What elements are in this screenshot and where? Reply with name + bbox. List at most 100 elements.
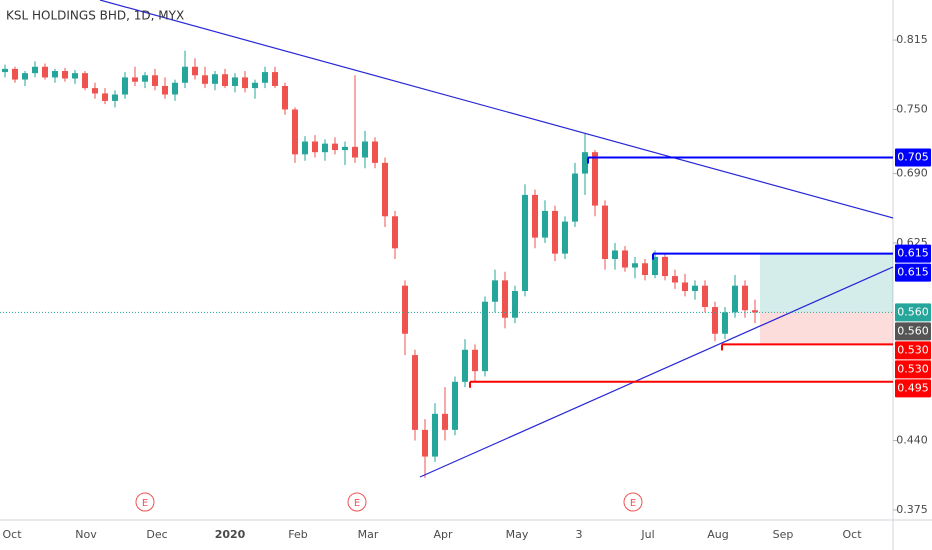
candle-body — [252, 82, 258, 89]
trendline-down — [99, 0, 894, 219]
event-label: E — [142, 498, 148, 509]
candle-body — [472, 349, 478, 372]
candle-body — [272, 72, 278, 86]
candle-body — [32, 66, 38, 74]
candle-body — [532, 194, 538, 238]
price-badge — [895, 379, 931, 398]
x-tick-label: Mar — [358, 528, 379, 541]
price-badge — [895, 303, 931, 322]
y-tick-label: 0.375 — [896, 503, 928, 516]
candle-body — [302, 141, 308, 155]
y-tick-label: 0.440 — [896, 434, 928, 447]
candle-body — [442, 413, 448, 430]
candle-body — [262, 72, 268, 83]
candle-body — [692, 285, 698, 292]
candle-body — [512, 291, 518, 318]
price-badge-label: 0.530 — [897, 343, 929, 356]
trendline-up — [419, 266, 894, 478]
x-tick-label: Jul — [640, 528, 654, 541]
candle-body — [352, 146, 358, 158]
price-badge — [895, 322, 931, 341]
candle-body — [22, 73, 28, 80]
event-label: E — [354, 498, 360, 509]
candle-body — [752, 310, 758, 313]
candle-body — [712, 307, 718, 334]
candle-body — [642, 263, 648, 276]
candle-body — [612, 250, 618, 259]
candle-body — [102, 93, 108, 101]
candle-body — [162, 85, 168, 95]
candle-body — [192, 66, 198, 76]
candle-body — [412, 355, 418, 430]
candle-body — [142, 75, 148, 82]
price-badge — [895, 263, 931, 282]
candle-body — [382, 162, 388, 217]
candle-body — [492, 280, 498, 302]
price-badge-label: 0.495 — [897, 381, 929, 394]
candle-body — [422, 429, 428, 457]
event-marker — [135, 492, 155, 512]
candle-body — [402, 285, 408, 334]
time-axis: Oct Nov Dec 2020 Feb Mar Apr May 3 Jul Aug Sep Oct — [2, 528, 862, 541]
candle-body — [562, 221, 568, 254]
candle-body — [52, 71, 58, 78]
x-tick-label: Aug — [707, 528, 728, 541]
candle-body — [652, 256, 658, 276]
candle-body — [292, 109, 298, 155]
candle-body — [362, 141, 368, 158]
price-badge — [895, 360, 931, 379]
candle-body — [282, 85, 288, 110]
y-tick-label: 0.750 — [896, 102, 928, 115]
candle-body — [452, 381, 458, 430]
candle-body — [552, 210, 558, 254]
candle-body — [242, 77, 248, 89]
candle-body — [122, 77, 128, 95]
candle-body — [222, 74, 228, 86]
candle-body — [522, 194, 528, 292]
x-tick-label: 3 — [576, 528, 583, 541]
candle-body — [182, 66, 188, 83]
candle-body — [322, 143, 328, 153]
candle-body — [572, 173, 578, 222]
levels — [0, 156, 893, 388]
candle-body — [332, 143, 338, 151]
candle-body — [12, 68, 18, 80]
candle-body — [632, 263, 638, 268]
y-tick-label: 0.815 — [896, 33, 928, 46]
candle-body — [82, 73, 88, 89]
candle-body — [602, 205, 608, 259]
candle-body — [662, 256, 668, 277]
position-zones — [760, 253, 893, 345]
candle-body — [172, 82, 178, 95]
candle-body — [542, 210, 548, 238]
candle-body — [132, 77, 138, 82]
candle-body — [92, 88, 98, 94]
x-tick-label: Nov — [75, 528, 97, 541]
candle-body — [62, 71, 68, 79]
candle-body — [392, 216, 398, 249]
x-tick-label: Sep — [773, 528, 794, 541]
candle-body — [502, 280, 508, 318]
chart-title: KSL HOLDINGS BHD, 1D, MYX — [6, 9, 184, 23]
candle-body — [622, 250, 628, 268]
candle-body — [592, 152, 598, 206]
candle-body — [482, 301, 488, 372]
candle-body — [432, 413, 438, 457]
price-badges: 0.705 0.615 0.615 0.560 0.560 0.530 0.530 0.495 — [895, 148, 931, 398]
price-badge-label: 0.560 — [897, 305, 929, 318]
candle-body — [152, 75, 158, 86]
x-tick-label: Dec — [146, 528, 167, 541]
candle-body — [722, 312, 728, 334]
x-tick-label: May — [506, 528, 529, 541]
x-tick-label: Feb — [288, 528, 307, 541]
candle-body — [112, 94, 118, 101]
profit-zone — [760, 253, 893, 313]
candle-body — [702, 285, 708, 308]
price-badge — [895, 148, 931, 167]
candle-body — [202, 75, 208, 84]
y-tick-label: 0.690 — [896, 167, 928, 180]
